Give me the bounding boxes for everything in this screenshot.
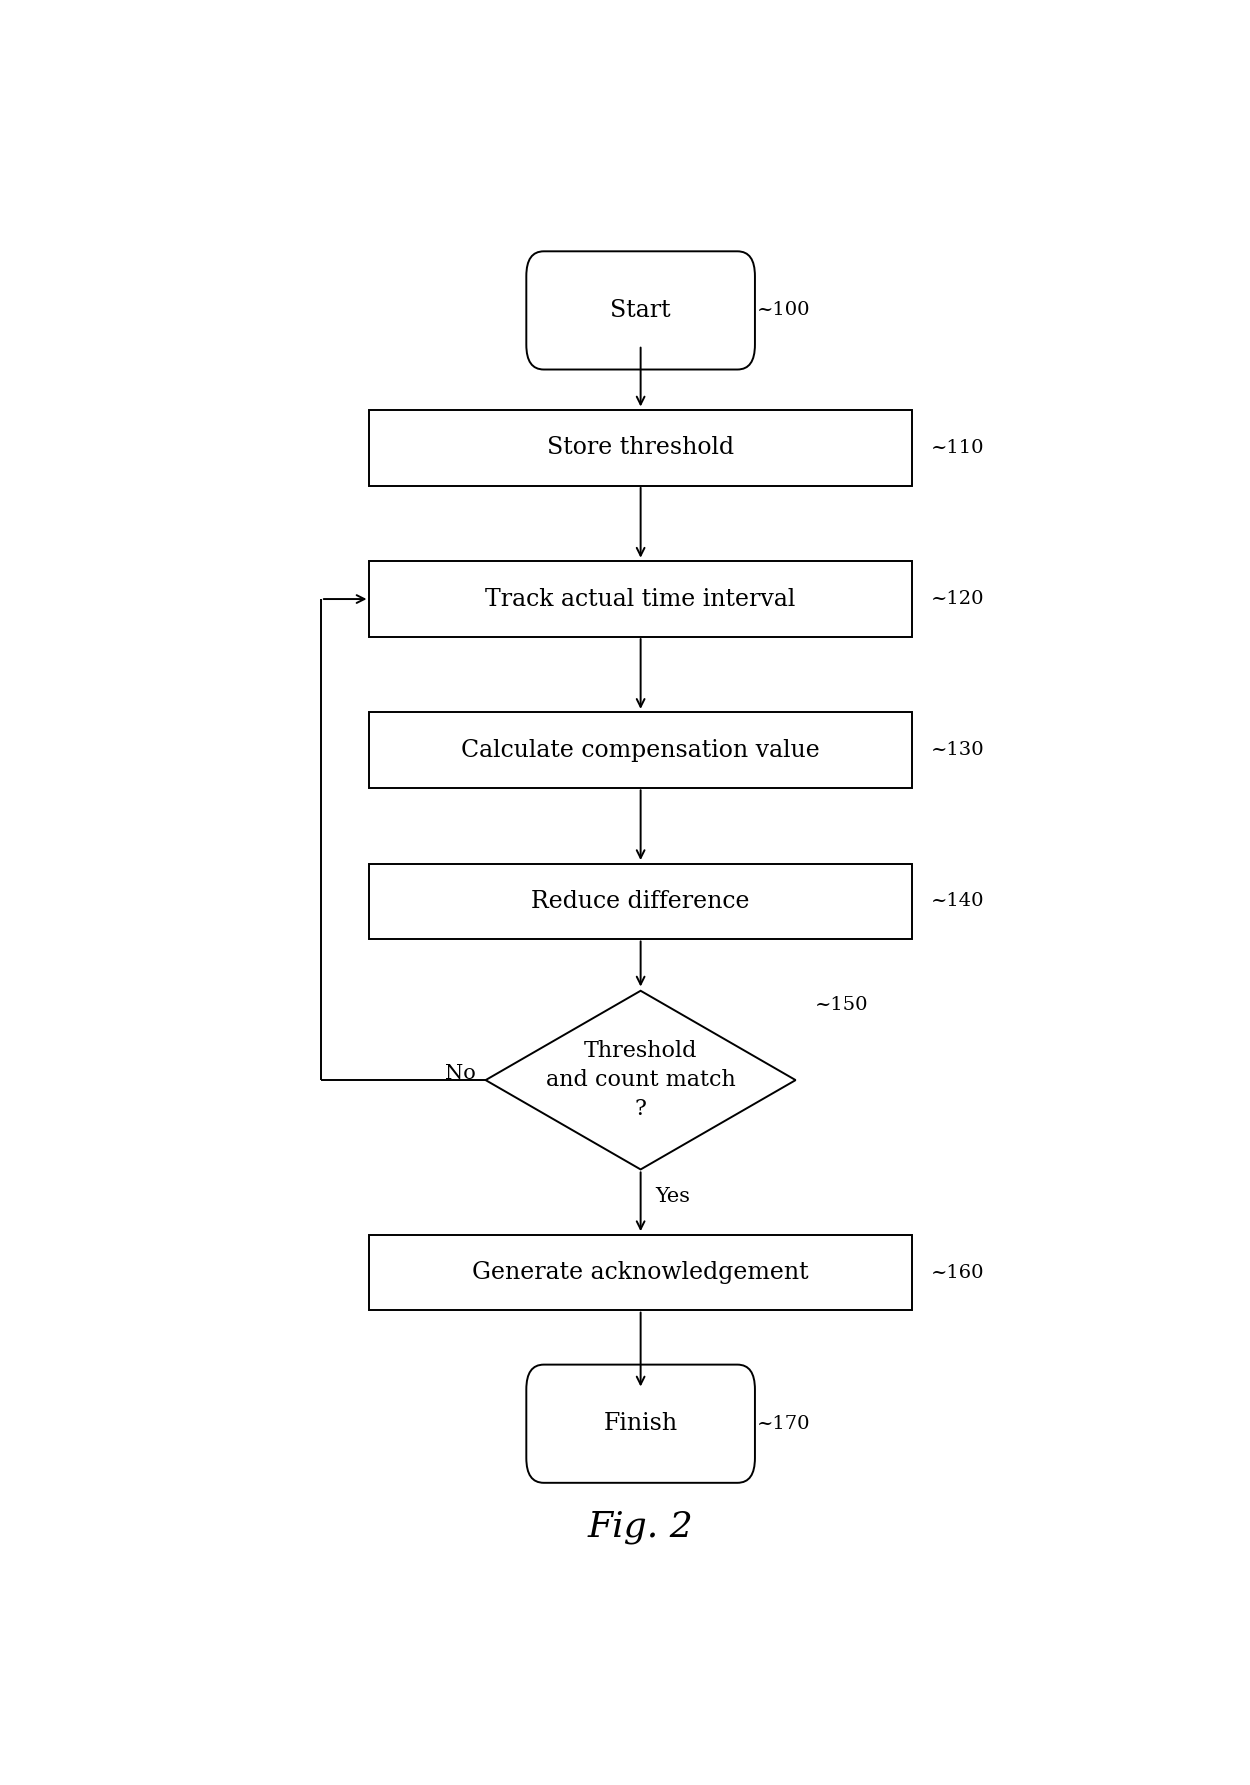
Text: Finish: Finish [604,1412,678,1435]
Bar [370,1235,912,1310]
Text: Fig. 2: Fig. 2 [588,1510,694,1544]
Text: ~120: ~120 [931,591,985,609]
Text: ~130: ~130 [931,741,985,759]
Text: Threshold
and count match
?: Threshold and count match ? [546,1041,735,1119]
Text: ~110: ~110 [931,439,985,457]
Text: Reduce difference: Reduce difference [531,891,750,912]
Text: Calculate compensation value: Calculate compensation value [461,739,820,762]
FancyBboxPatch shape [526,1364,755,1483]
Bar [370,712,912,787]
Bar [370,864,912,939]
Text: ~140: ~140 [931,892,985,910]
Text: No: No [445,1064,476,1083]
Polygon shape [485,991,796,1169]
Text: ~150: ~150 [815,996,869,1014]
Text: Generate acknowledgement: Generate acknowledgement [472,1260,809,1283]
Bar [370,560,912,637]
Text: Yes: Yes [655,1187,690,1207]
Text: Track actual time interval: Track actual time interval [485,587,796,610]
Text: ~100: ~100 [758,302,810,320]
Text: Store threshold: Store threshold [548,436,734,459]
Bar [370,411,912,486]
FancyBboxPatch shape [526,252,755,369]
Text: ~160: ~160 [931,1264,985,1282]
Text: Start: Start [610,298,671,321]
Text: ~170: ~170 [758,1416,810,1433]
